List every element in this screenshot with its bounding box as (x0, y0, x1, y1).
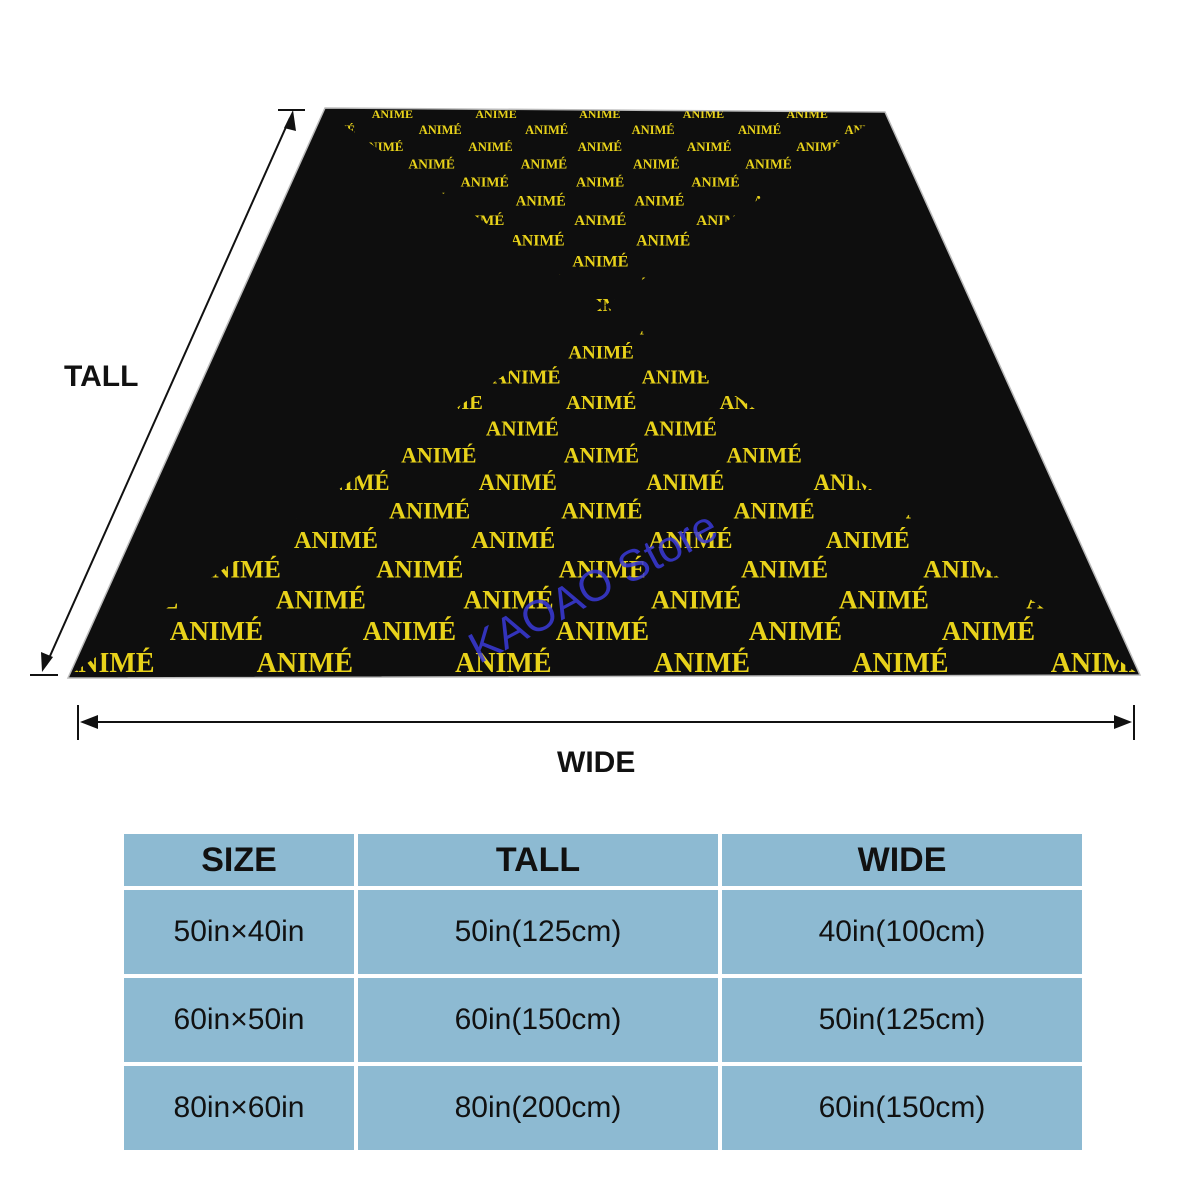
cell-size: 80in×60in (124, 1066, 354, 1150)
table-row: 60in×50in 60in(150cm) 50in(125cm) (124, 978, 1082, 1062)
pattern-word: ANIMÉ (852, 648, 948, 679)
pattern-word: ANIMÉ (745, 156, 792, 171)
pattern-word: ANIMÉ (461, 174, 509, 191)
pattern-word: ANIMÉ (559, 556, 646, 584)
pattern-word: ANIMÉ (58, 648, 154, 679)
tall-dimension-arrow (30, 109, 305, 676)
pattern-word: ANIMÉ (401, 442, 476, 467)
header-size: SIZE (124, 834, 354, 886)
pattern-word: ANIMÉ (521, 156, 568, 171)
pattern-word: ANIMÉ (687, 140, 731, 154)
pattern-word: ANIMÉ (468, 140, 512, 154)
pattern-word: ANIMÉ (516, 192, 566, 209)
cell-size: 50in×40in (124, 890, 354, 974)
cell-tall: 80in(200cm) (358, 1066, 718, 1150)
pattern-word: ANIMÉ (471, 526, 555, 554)
pattern-word: ANIMÉ (632, 123, 675, 137)
pattern-word: ANIMÉ (683, 107, 724, 121)
pattern-word: ANIMÉ (408, 156, 455, 171)
pattern-word: ANIMÉ (942, 616, 1035, 646)
pattern-word: ANIMÉ (106, 391, 176, 414)
pattern-word: ANIMÉ (636, 231, 690, 250)
pattern-word: ANIMÉ (726, 442, 801, 467)
pattern-word: ANIMÉ (185, 252, 241, 271)
pattern-word: ANIMÉ (561, 499, 642, 525)
cell-wide: 60in(150cm) (722, 1066, 1082, 1150)
cell-size: 60in×50in (124, 978, 354, 1062)
pattern-word: ANIMÉ (475, 107, 516, 121)
pattern-word: ANIMÉ (463, 585, 553, 614)
pattern-word: ANIMÉ (738, 123, 781, 137)
pattern-word: ANIMÉ (635, 192, 685, 209)
pattern-word: ANIMÉ (372, 107, 413, 121)
pattern-word: ANIMÉ (389, 499, 470, 525)
header-tall: TALL (358, 834, 718, 886)
pattern-word: ANIMÉ (649, 526, 733, 554)
pattern-word: ANIMÉ (646, 470, 724, 495)
pattern-word: ANIMÉ (170, 616, 263, 646)
pattern-word: ANIMÉ (691, 174, 739, 191)
pattern-word: ANIMÉ (455, 648, 551, 679)
pattern-word: ANIMÉ (276, 585, 366, 614)
pattern-word: ANIMÉ (749, 616, 842, 646)
blanket-fabric (66, 107, 1142, 679)
tall-label: TALL (64, 360, 139, 393)
pattern-word: ANIMÉ (0, 616, 70, 646)
pattern-word: ANIMÉ (654, 648, 750, 679)
pattern-word: ANIMÉ (734, 499, 815, 525)
pattern-word: ANIMÉ (250, 140, 294, 154)
header-wide: WIDE (722, 834, 1082, 886)
pattern-word: ANIMÉ (566, 391, 636, 414)
pattern-word: ANIMÉ (376, 556, 463, 584)
pattern-word: ANIMÉ (511, 231, 565, 250)
pattern-word: ANIMÉ (839, 585, 929, 614)
pattern-word: ANIMÉ (576, 174, 624, 191)
pattern-word: ANIMÉ (796, 140, 840, 154)
pattern-word: ANIMÉ (572, 252, 628, 271)
pattern-word: ANIMÉ (257, 648, 353, 679)
table-row: 80in×60in 80in(200cm) 60in(150cm) (124, 1066, 1082, 1150)
cell-wide: 40in(100cm) (722, 890, 1082, 974)
pattern-word: ANIMÉ (642, 367, 710, 389)
pattern-word: ANIMÉ (564, 442, 639, 467)
pattern-word: ANIMÉ (363, 616, 456, 646)
pattern-word: ANIMÉ (826, 526, 910, 554)
pattern-word: ANIMÉ (486, 416, 559, 440)
cell-tall: 50in(125cm) (358, 890, 718, 974)
pattern-word: ANIMÉ (160, 295, 221, 315)
pattern-word: ANIMÉ (787, 107, 828, 121)
pattern-word: ANIMÉ (525, 123, 568, 137)
pattern-word: ANIMÉ (294, 526, 378, 554)
pattern-word: ANIMÉ (419, 123, 462, 137)
pattern-word: ANIMÉ (479, 470, 557, 495)
pattern-word: ANIMÉ (208, 212, 260, 229)
wide-label: WIDE (557, 746, 636, 779)
pattern-word: ANIMÉ (556, 616, 649, 646)
pattern-word: ANIMÉ (574, 212, 626, 229)
cell-tall: 60in(150cm) (358, 978, 718, 1062)
pattern-word: ANIMÉ (11, 556, 98, 584)
table-row: 50in×40in 50in(125cm) 40in(100cm) (124, 890, 1082, 974)
pattern-word: ANIMÉ (633, 156, 680, 171)
pattern-word: ANIMÉ (651, 585, 741, 614)
pattern-word: ANIMÉ (741, 556, 828, 584)
pattern-word: ANIMÉ (578, 140, 622, 154)
table-header-row: SIZE TALL WIDE (124, 834, 1082, 886)
wide-dimension-arrow (77, 705, 1135, 740)
pattern-word: ANIMÉ (230, 174, 278, 191)
pattern-word: ANIMÉ (579, 107, 620, 121)
size-table: SIZE TALL WIDE 50in×40in 50in(125cm) 40i… (120, 830, 1086, 1154)
cell-wide: 50in(125cm) (722, 978, 1082, 1062)
pattern-word: ANIMÉ (644, 416, 717, 440)
pattern-word: ANIMÉ (568, 342, 633, 364)
pattern-word: ANIMÉ (493, 367, 561, 389)
